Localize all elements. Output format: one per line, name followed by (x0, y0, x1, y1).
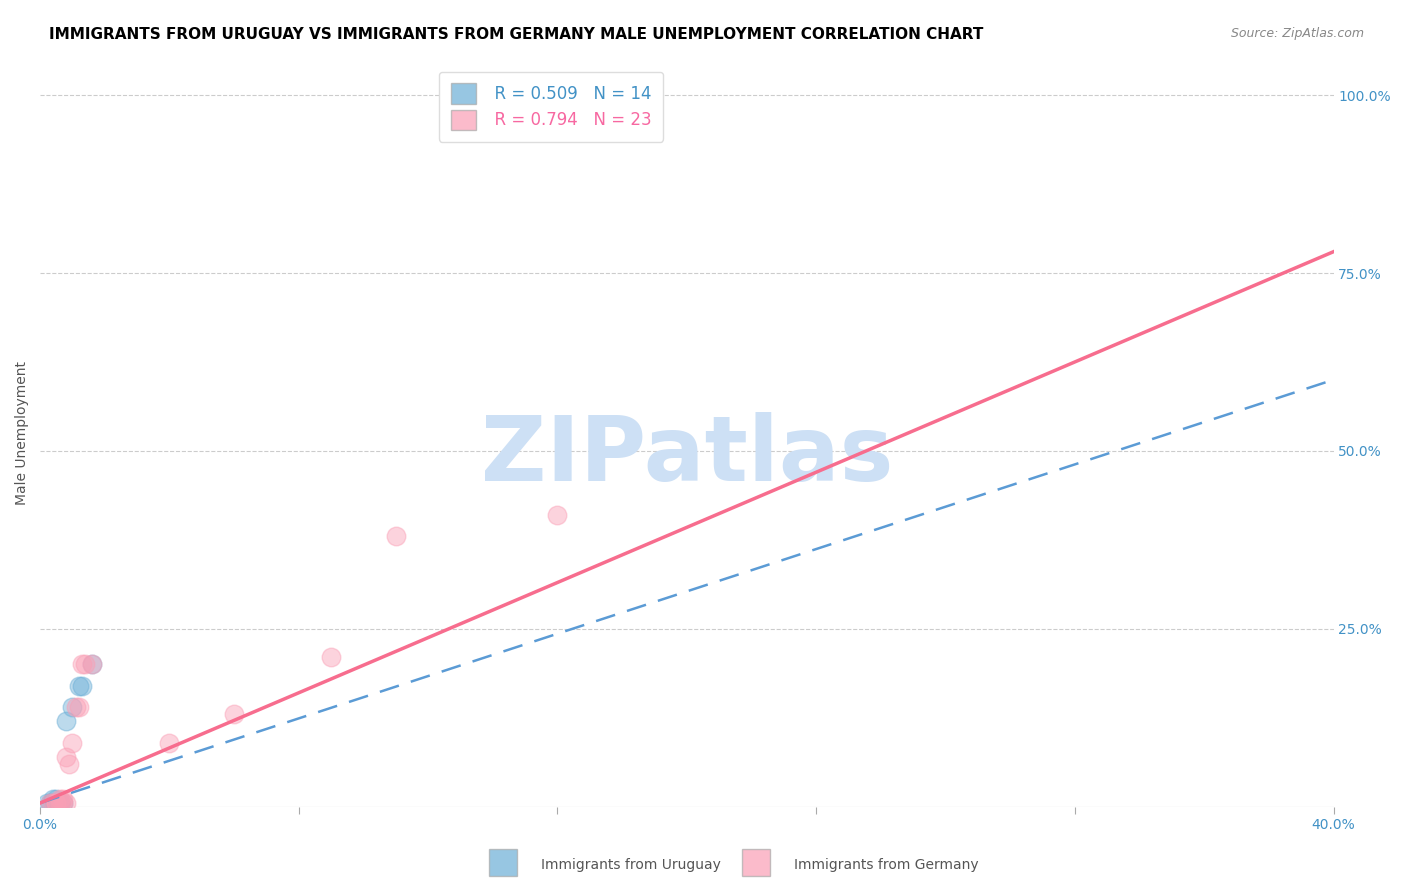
Point (70, 679, 93, 693)
Point (70, 657, 93, 672)
Point (546, 508, 568, 522)
Point (224, 707, 246, 722)
Point (55, 796, 77, 810)
Point (48, 796, 70, 810)
Point (65, 700, 87, 714)
Point (52, 796, 75, 810)
Point (48, 796, 70, 810)
Point (80, 657, 103, 672)
Y-axis label: Male Unemployment: Male Unemployment (15, 361, 30, 505)
Point (45, 792, 67, 806)
Point (45, 796, 67, 810)
Point (38, 796, 60, 810)
Point (48, 796, 70, 810)
Point (67, 700, 90, 714)
Point (67, 679, 90, 693)
Point (52, 792, 75, 806)
Text: Immigrants from Germany: Immigrants from Germany (794, 858, 979, 872)
Point (38, 796, 60, 810)
Point (48, 792, 70, 806)
Point (42, 792, 65, 806)
Point (52, 796, 75, 810)
Point (62, 700, 84, 714)
Text: Immigrants from Uruguay: Immigrants from Uruguay (541, 858, 721, 872)
Point (42, 796, 65, 810)
Text: Source: ZipAtlas.com: Source: ZipAtlas.com (1230, 27, 1364, 40)
Point (42, 796, 65, 810)
Point (62, 735, 84, 749)
Point (385, 529, 408, 543)
Point (159, 735, 181, 749)
Text: ZIPatlas: ZIPatlas (481, 411, 893, 500)
Point (58, 756, 80, 771)
Point (55, 714, 77, 729)
Point (55, 749, 77, 764)
Legend:   R = 0.509   N = 14,   R = 0.794   N = 23: R = 0.509 N = 14, R = 0.794 N = 23 (439, 71, 664, 142)
Point (45, 796, 67, 810)
Point (80, 657, 103, 672)
Text: IMMIGRANTS FROM URUGUAY VS IMMIGRANTS FROM GERMANY MALE UNEMPLOYMENT CORRELATION: IMMIGRANTS FROM URUGUAY VS IMMIGRANTS FR… (49, 27, 984, 42)
Point (321, 650, 343, 665)
Point (75, 657, 97, 672)
Point (35, 796, 58, 810)
Point (45, 796, 67, 810)
